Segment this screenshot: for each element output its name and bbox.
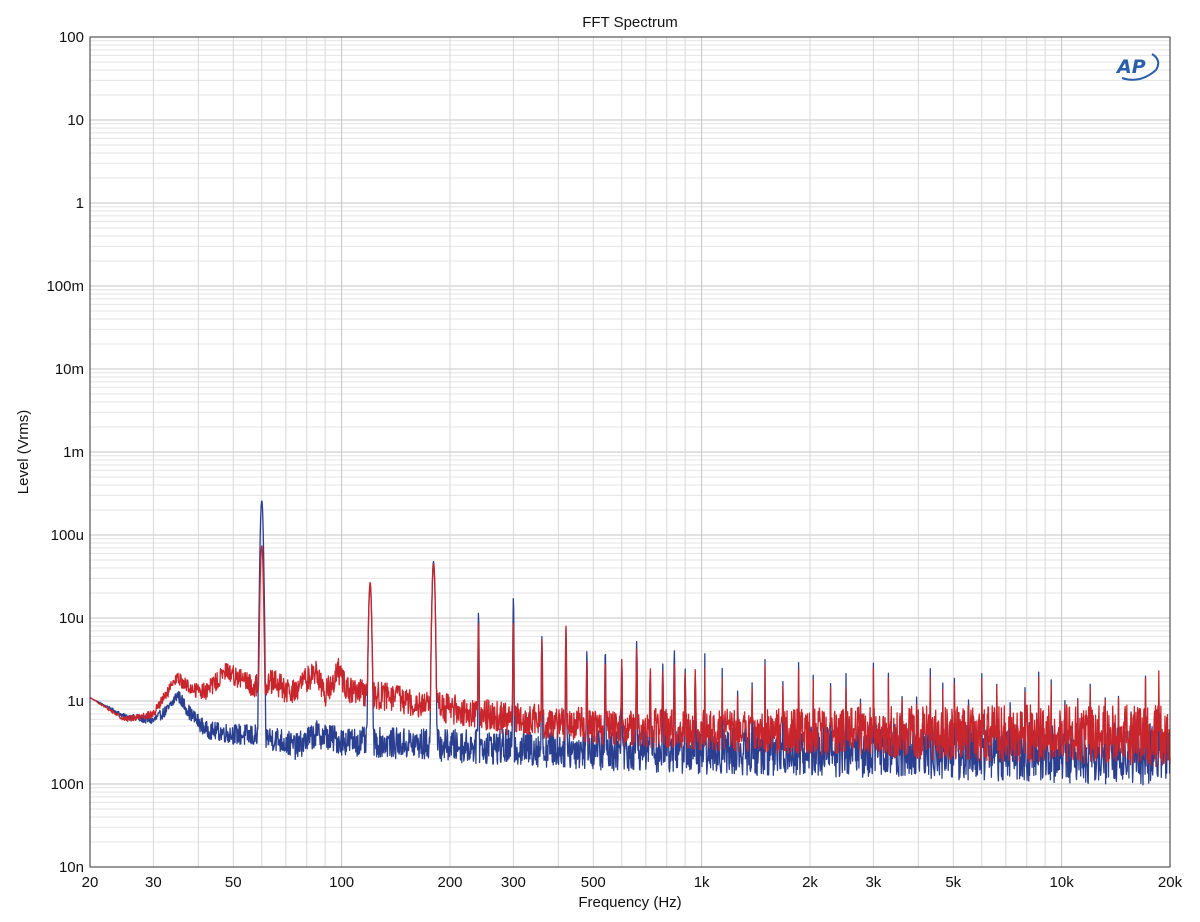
y-axis-label: Level (Vrms) <box>15 410 32 494</box>
x-tick-label: 10k <box>1050 874 1075 891</box>
x-tick-labels: 20 30 50 100 200 300 500 1k 2k 3k 5k 10k 20k <box>82 874 1183 891</box>
x-tick-label: 20k <box>1158 874 1183 891</box>
plot-frame <box>89 36 1171 868</box>
x-tick-label: 100 <box>329 874 354 891</box>
x-tick-label: 3k <box>865 874 881 891</box>
y-tick-label: 1m <box>63 444 84 461</box>
y-tick-label: 1 <box>76 195 84 212</box>
y-tick-label: 10 <box>67 112 84 129</box>
ap-logo-text: AP <box>1115 56 1146 78</box>
y-tick-label: 10n <box>59 859 84 876</box>
x-tick-label: 300 <box>501 874 526 891</box>
series-line-2 <box>89 545 1171 768</box>
ap-logo-icon: AP <box>1115 53 1160 81</box>
y-tick-label: 10u <box>59 610 84 627</box>
series-layer <box>89 500 1171 786</box>
x-tick-label: 500 <box>581 874 606 891</box>
y-tick-label: 10m <box>55 361 84 378</box>
x-tick-label: 20 <box>82 874 99 891</box>
x-tick-label: 2k <box>802 874 818 891</box>
x-axis-label: Frequency (Hz) <box>578 894 681 911</box>
y-tick-label: 100n <box>51 776 84 793</box>
y-tick-label: 100u <box>51 527 84 544</box>
chart-title: FFT Spectrum <box>582 14 678 31</box>
y-tick-labels: 100 10 1 100m 10m 1m 100u 10u 1u 100n 10n <box>46 29 84 876</box>
x-tick-label: 30 <box>145 874 162 891</box>
y-tick-label: 100 <box>59 29 84 46</box>
x-tick-label: 200 <box>437 874 462 891</box>
y-tick-label: 100m <box>46 278 84 295</box>
y-tick-label: 1u <box>67 693 84 710</box>
x-tick-label: 5k <box>945 874 961 891</box>
x-tick-label: 50 <box>225 874 242 891</box>
x-tick-label: 1k <box>694 874 710 891</box>
